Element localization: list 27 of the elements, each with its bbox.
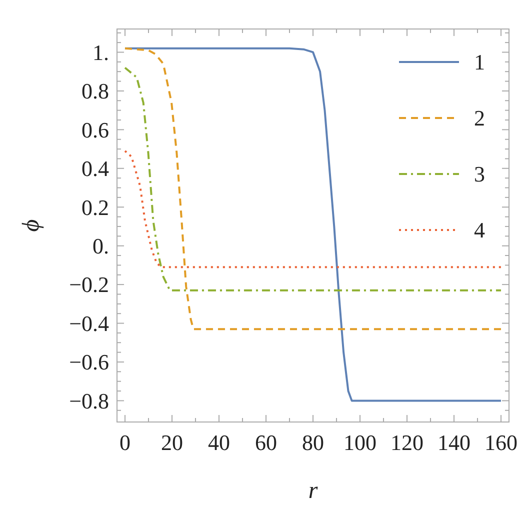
y-tick-label: −0.2 <box>69 272 109 298</box>
line-series <box>124 47 502 330</box>
y-tick-label: 0.2 <box>82 194 109 220</box>
y-tick-label: 0.8 <box>82 78 109 104</box>
y-tick-label: −0.6 <box>69 350 109 375</box>
y-tick-label: 1. <box>92 40 109 65</box>
x-tick-label: 20 <box>160 430 183 455</box>
x-axis-title: r <box>308 478 318 504</box>
y-tick-label: −0.4 <box>69 310 109 336</box>
y-tick-label: 0. <box>92 234 109 259</box>
x-tick-label: 140 <box>438 430 471 455</box>
legend-label: 2 <box>474 106 485 131</box>
x-tick-label: 60 <box>255 430 277 455</box>
x-tick-label: 160 <box>484 430 518 455</box>
legend-label: 4 <box>474 218 485 243</box>
legend-label: 1 <box>474 50 485 75</box>
x-tick-label: 40 <box>208 430 230 455</box>
x-tick-label: 0 <box>119 430 130 455</box>
y-tick-label: 0.4 <box>82 156 109 182</box>
legend-label: 3 <box>474 162 485 187</box>
y-tick-label: 0.6 <box>82 117 109 142</box>
y-tick-label: −0.8 <box>69 388 109 414</box>
x-tick-label: 120 <box>390 430 424 455</box>
x-tick-label: 100 <box>344 430 376 455</box>
line-series <box>124 150 502 268</box>
x-tick-label: 80 <box>302 430 324 455</box>
y-axis-title: ϕ <box>18 219 44 232</box>
